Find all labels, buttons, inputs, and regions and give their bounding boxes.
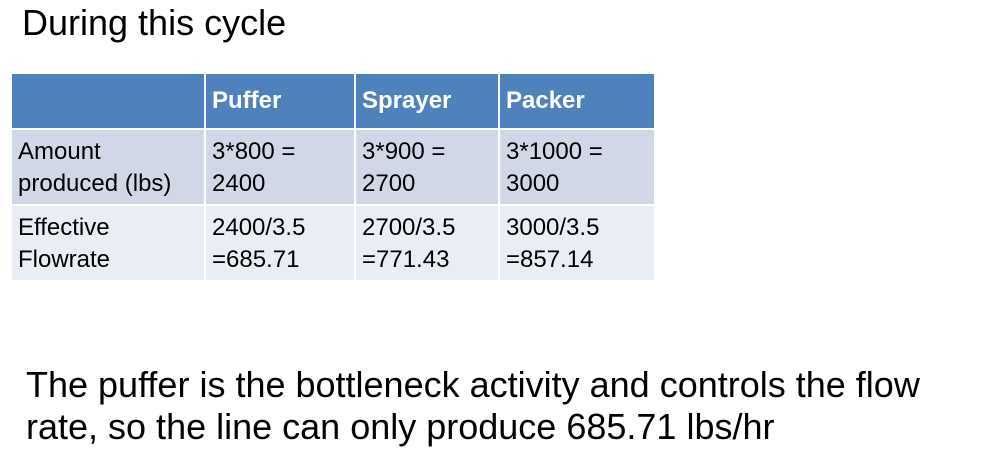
- cell-formula: 3*800 =: [212, 138, 296, 165]
- table-row-effective-flowrate: Effective Flowrate 2400/3.5 =685.71 2700…: [10, 204, 656, 282]
- table-header-packer: Packer: [498, 72, 656, 130]
- cell-formula: 3*1000 =: [506, 138, 603, 165]
- conclusion-line-1: The puffer is the bottleneck activity an…: [26, 364, 920, 405]
- cell-result: 2400: [212, 170, 266, 197]
- cell-packer-amount: 3*1000 = 3000: [498, 128, 656, 206]
- slide-title: During this cycle: [22, 2, 287, 43]
- row-label-amount-produced: Amount produced (lbs): [10, 128, 206, 206]
- table-header-row: Puffer Sprayer Packer: [10, 72, 656, 130]
- row-label-line: Effective: [18, 214, 110, 241]
- conclusion-line-2: rate, so the line can only produce 685.7…: [26, 406, 775, 447]
- cell-result: =857.14: [506, 246, 594, 273]
- row-label-line: Amount: [18, 138, 101, 165]
- conclusion-text: The puffer is the bottleneck activity an…: [26, 364, 986, 448]
- table-header-sprayer: Sprayer: [354, 72, 500, 130]
- cell-formula: 2400/3.5: [212, 214, 306, 241]
- cell-result: =685.71: [212, 246, 300, 273]
- cell-puffer-flowrate: 2400/3.5 =685.71: [204, 204, 356, 282]
- row-label-line: produced (lbs): [18, 170, 172, 197]
- cell-puffer-amount: 3*800 = 2400: [204, 128, 356, 206]
- cell-result: 2700: [362, 170, 416, 197]
- cell-formula: 3000/3.5: [506, 214, 600, 241]
- cell-sprayer-amount: 3*900 = 2700: [354, 128, 500, 206]
- cell-packer-flowrate: 3000/3.5 =857.14: [498, 204, 656, 282]
- cell-formula: 2700/3.5: [362, 214, 456, 241]
- table-header-corner: [10, 72, 206, 130]
- cell-result: =771.43: [362, 246, 450, 273]
- cell-formula: 3*900 =: [362, 138, 446, 165]
- table-header-puffer: Puffer: [204, 72, 356, 130]
- flowrate-table: Puffer Sprayer Packer Amount produced (l…: [10, 72, 656, 282]
- row-label-line: Flowrate: [18, 246, 111, 273]
- row-label-effective-flowrate: Effective Flowrate: [10, 204, 206, 282]
- cell-sprayer-flowrate: 2700/3.5 =771.43: [354, 204, 500, 282]
- cell-result: 3000: [506, 170, 560, 197]
- table-row-amount-produced: Amount produced (lbs) 3*800 = 2400 3*900…: [10, 128, 656, 206]
